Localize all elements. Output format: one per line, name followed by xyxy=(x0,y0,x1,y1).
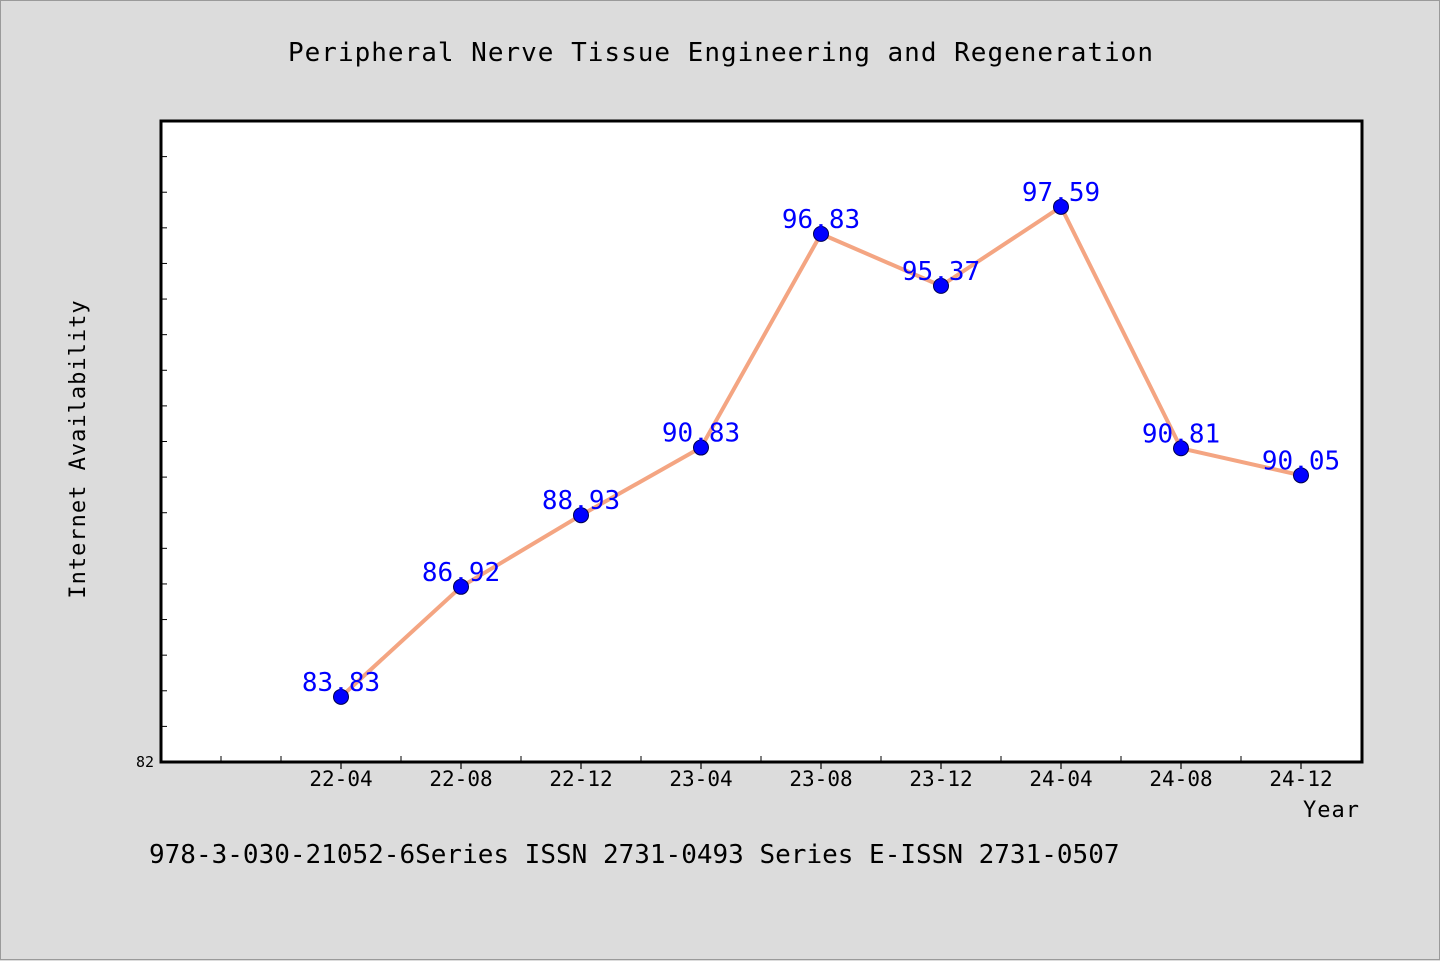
series-layer: 83.83 86.92 88.93 90.83 96.83 95.37 97.59 90.81… xyxy=(302,178,1340,705)
y-axis-ticks xyxy=(161,156,167,727)
data-point xyxy=(573,507,589,524)
x-tick-label: 22-12 xyxy=(549,767,612,791)
data-point xyxy=(813,225,829,242)
x-tick-label: 24-04 xyxy=(1029,767,1092,791)
data-label: 90.81 xyxy=(1142,419,1220,449)
data-point xyxy=(1173,440,1189,457)
data-point xyxy=(453,578,469,595)
data-label: 97.59 xyxy=(1022,178,1100,208)
plot-area xyxy=(159,119,1364,764)
data-label: 95.37 xyxy=(902,257,980,287)
data-point xyxy=(693,439,709,456)
x-axis-title: Year xyxy=(1303,798,1360,823)
data-label: 90.83 xyxy=(662,419,740,449)
x-tick-label: 22-04 xyxy=(309,767,372,791)
data-point xyxy=(933,277,949,294)
chart-title: Peripheral Nerve Tissue Engineering and … xyxy=(288,38,1154,68)
y-axis-min-label: 82 xyxy=(136,753,154,771)
x-tick-label: 24-12 xyxy=(1269,767,1332,791)
data-label: 83.83 xyxy=(302,668,380,698)
x-axis-ticks: 22-04 22-08 22-12 23-04 23-08 23-12 24-04 24-08… xyxy=(220,756,1333,791)
data-point xyxy=(333,688,349,705)
x-tick-label: 23-08 xyxy=(789,767,852,791)
footer-text: 978-3-030-21052-6Series ISSN 2731-0493 S… xyxy=(149,840,1120,870)
x-tick-label: 22-08 xyxy=(429,767,492,791)
x-tick-label: 23-12 xyxy=(909,767,972,791)
y-axis-title: Internet Availability xyxy=(66,299,91,598)
data-label: 88.93 xyxy=(542,486,620,516)
data-point xyxy=(1293,467,1309,484)
x-tick-label: 23-04 xyxy=(669,767,732,791)
data-point xyxy=(1053,198,1069,215)
x-tick-label: 24-08 xyxy=(1149,767,1212,791)
data-label: 96.83 xyxy=(782,205,860,235)
data-label: 90.05 xyxy=(1262,446,1340,476)
data-label: 86.92 xyxy=(422,558,500,588)
